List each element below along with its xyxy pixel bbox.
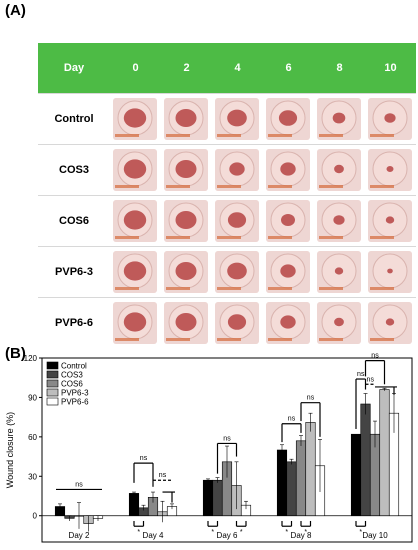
significance-label: ns xyxy=(75,481,83,488)
wound-photo xyxy=(215,98,259,140)
header-day-6: 6 xyxy=(285,62,292,74)
grid-row-pvp6-6: PVP6-6 xyxy=(38,297,416,349)
y-tick-label: 0 xyxy=(33,512,38,521)
header-day-2: 2 xyxy=(183,62,190,74)
grid-row-cos6: COS6 xyxy=(38,195,416,247)
wound-photo xyxy=(113,200,157,242)
bar xyxy=(202,479,214,517)
bar xyxy=(350,433,362,517)
header-day-8: 8 xyxy=(336,62,343,74)
header-day-10: 10 xyxy=(384,62,397,74)
x-tick-label: Day 2 xyxy=(69,531,90,540)
wound-photo xyxy=(215,149,259,191)
bar xyxy=(212,479,223,517)
y-axis-label: Wound closure (%) xyxy=(5,412,15,488)
row-label-pvp6-3: PVP6-3 xyxy=(55,266,93,278)
wound-photo xyxy=(266,98,310,140)
wound-photo xyxy=(164,98,208,140)
wound-photo xyxy=(368,251,412,293)
wound-photo xyxy=(164,251,208,293)
wound-photo xyxy=(317,98,361,140)
wound-photo xyxy=(266,302,310,344)
x-tick-label: Day 8 xyxy=(291,531,312,540)
wound-photo xyxy=(266,200,310,242)
significance-label: ns xyxy=(223,435,231,442)
legend-entry: COS6 xyxy=(61,380,83,389)
bar xyxy=(360,403,371,517)
x-tick-label: Day 4 xyxy=(143,531,164,540)
row-label-cos3: COS3 xyxy=(59,164,89,176)
wound-photo xyxy=(266,149,310,191)
bar xyxy=(276,449,288,517)
wound-photo xyxy=(113,98,157,140)
header-day-4: 4 xyxy=(234,62,241,74)
panel-a-label: (A) xyxy=(5,2,26,19)
y-tick-label: 120 xyxy=(24,354,38,363)
significance-label: ns xyxy=(307,395,315,402)
significance-label: * xyxy=(285,529,288,536)
wound-closure-chart: 0 30 60 90 120 Wound closure (%) Day 2 Day 4 Day… xyxy=(5,353,413,543)
legend-swatch xyxy=(46,379,59,388)
legend-swatch xyxy=(46,361,59,370)
grid-row-pvp6-3: PVP6-3 xyxy=(38,246,416,298)
legend-entry: COS3 xyxy=(61,371,83,380)
header-day-label: Day xyxy=(63,62,85,74)
y-tick-label: 90 xyxy=(28,393,37,402)
wound-photo xyxy=(266,251,310,293)
wound-photo xyxy=(368,98,412,140)
wound-photo xyxy=(113,302,157,344)
row-label-pvp6-6: PVP6-6 xyxy=(55,317,93,329)
wound-photo xyxy=(113,251,157,293)
wound-photo xyxy=(317,200,361,242)
panel-b-label: (B) xyxy=(5,345,26,362)
bar xyxy=(379,389,390,517)
bar xyxy=(305,422,316,517)
wound-photo xyxy=(317,302,361,344)
wound-photo xyxy=(368,200,412,242)
header-day-0: 0 xyxy=(132,62,139,74)
wound-photo xyxy=(164,200,208,242)
wound-photo-grid: Day 0 2 4 6 8 10 Control COS3 COS6 PVP6-… xyxy=(38,43,416,346)
grid-header-row: Day 0 2 4 6 8 10 xyxy=(38,43,416,93)
wound-photo xyxy=(215,251,259,293)
significance-label: * xyxy=(211,529,214,536)
bar xyxy=(286,461,297,517)
legend-swatch xyxy=(46,370,59,379)
row-label-control: Control xyxy=(54,113,94,125)
plot-frame xyxy=(41,357,413,543)
legend-entry: Control xyxy=(61,362,87,371)
legend-entry: PVP6-3 xyxy=(61,389,89,398)
significance-label: * xyxy=(304,529,307,536)
legend-swatch xyxy=(46,397,59,406)
row-label-cos6: COS6 xyxy=(59,215,89,227)
y-tick-label: 60 xyxy=(28,433,37,442)
significance-label: ns xyxy=(288,416,296,423)
wound-photo xyxy=(317,251,361,293)
x-tick-label: Day 6 xyxy=(217,531,238,540)
wound-photo xyxy=(113,149,157,191)
legend-swatch xyxy=(46,388,59,397)
bar xyxy=(295,440,307,517)
significance-label: ns xyxy=(367,376,375,383)
wound-photo xyxy=(215,200,259,242)
significance-label: * xyxy=(137,529,140,536)
significance-label: * xyxy=(240,529,243,536)
grid-row-control: Control xyxy=(38,93,416,145)
x-tick-label: Day 10 xyxy=(362,531,388,540)
significance-label: * xyxy=(359,529,362,536)
wound-photo xyxy=(164,149,208,191)
wound-photo xyxy=(215,302,259,344)
significance-label: ns xyxy=(371,353,379,360)
significance-label: ns xyxy=(357,371,365,378)
significance-label: ns xyxy=(159,472,167,479)
wound-photo xyxy=(368,302,412,344)
grid-row-cos3: COS3 xyxy=(38,144,416,196)
wound-photo xyxy=(164,302,208,344)
wound-photo xyxy=(368,149,412,191)
y-tick-label: 30 xyxy=(28,472,37,481)
bar xyxy=(128,493,140,517)
wound-photo xyxy=(317,149,361,191)
legend-entry: PVP6-6 xyxy=(61,398,89,407)
significance-label: ns xyxy=(140,455,148,462)
